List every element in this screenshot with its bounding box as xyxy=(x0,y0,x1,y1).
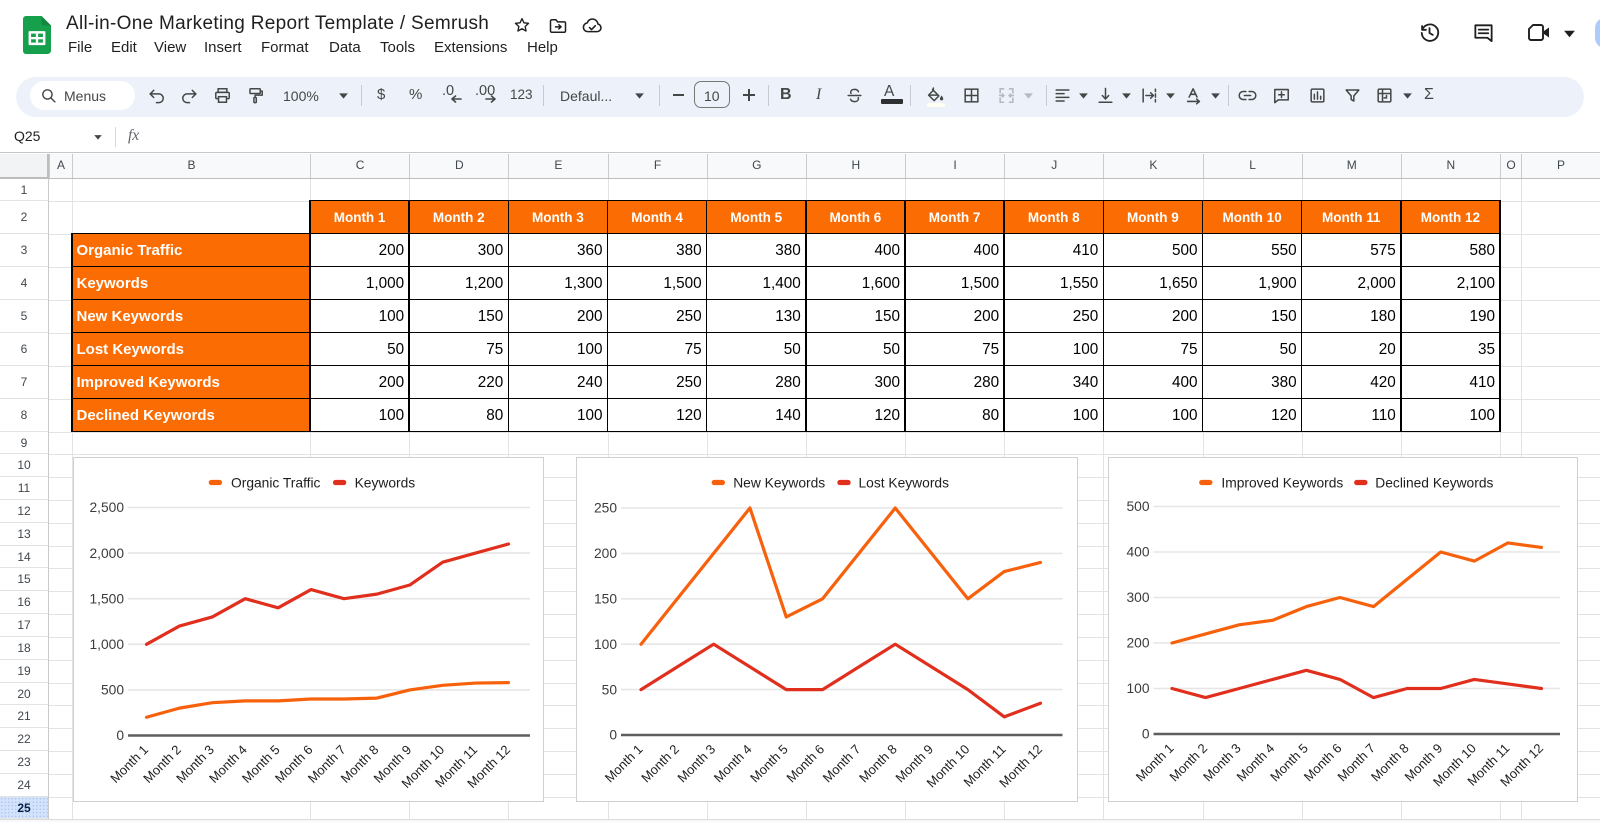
svg-text:500: 500 xyxy=(100,683,123,698)
svg-text:Lost Keywords: Lost Keywords xyxy=(859,475,950,490)
svg-text:250: 250 xyxy=(594,501,617,516)
svg-text:300: 300 xyxy=(1126,590,1149,605)
svg-text:0: 0 xyxy=(609,728,617,743)
svg-text:Declined Keywords: Declined Keywords xyxy=(1375,475,1493,490)
svg-text:0: 0 xyxy=(1142,727,1150,742)
svg-text:200: 200 xyxy=(1126,636,1149,651)
svg-text:Month 7: Month 7 xyxy=(820,742,864,786)
svg-text:500: 500 xyxy=(1126,499,1149,514)
svg-text:Month 4: Month 4 xyxy=(711,742,755,786)
svg-text:Month 6: Month 6 xyxy=(783,742,827,786)
svg-text:Organic Traffic: Organic Traffic xyxy=(231,475,321,490)
svg-text:1,000: 1,000 xyxy=(89,637,124,652)
svg-text:Improved Keywords: Improved Keywords xyxy=(1221,475,1343,490)
svg-text:50: 50 xyxy=(602,682,618,697)
svg-text:Keywords: Keywords xyxy=(354,475,415,490)
svg-text:Month 5: Month 5 xyxy=(747,742,791,786)
svg-text:100: 100 xyxy=(594,637,617,652)
svg-text:150: 150 xyxy=(594,592,617,607)
svg-text:100: 100 xyxy=(1126,681,1149,696)
svg-text:2,500: 2,500 xyxy=(89,500,124,515)
svg-text:Month 1: Month 1 xyxy=(602,742,646,786)
svg-text:New Keywords: New Keywords xyxy=(733,475,825,490)
svg-text:Month 3: Month 3 xyxy=(674,742,718,786)
svg-text:1,500: 1,500 xyxy=(89,591,124,606)
svg-text:Month 2: Month 2 xyxy=(638,742,682,786)
svg-text:Month 8: Month 8 xyxy=(856,742,900,786)
svg-text:0: 0 xyxy=(116,728,124,743)
svg-text:200: 200 xyxy=(594,546,617,561)
svg-text:400: 400 xyxy=(1126,545,1149,560)
svg-text:2,000: 2,000 xyxy=(89,546,124,561)
